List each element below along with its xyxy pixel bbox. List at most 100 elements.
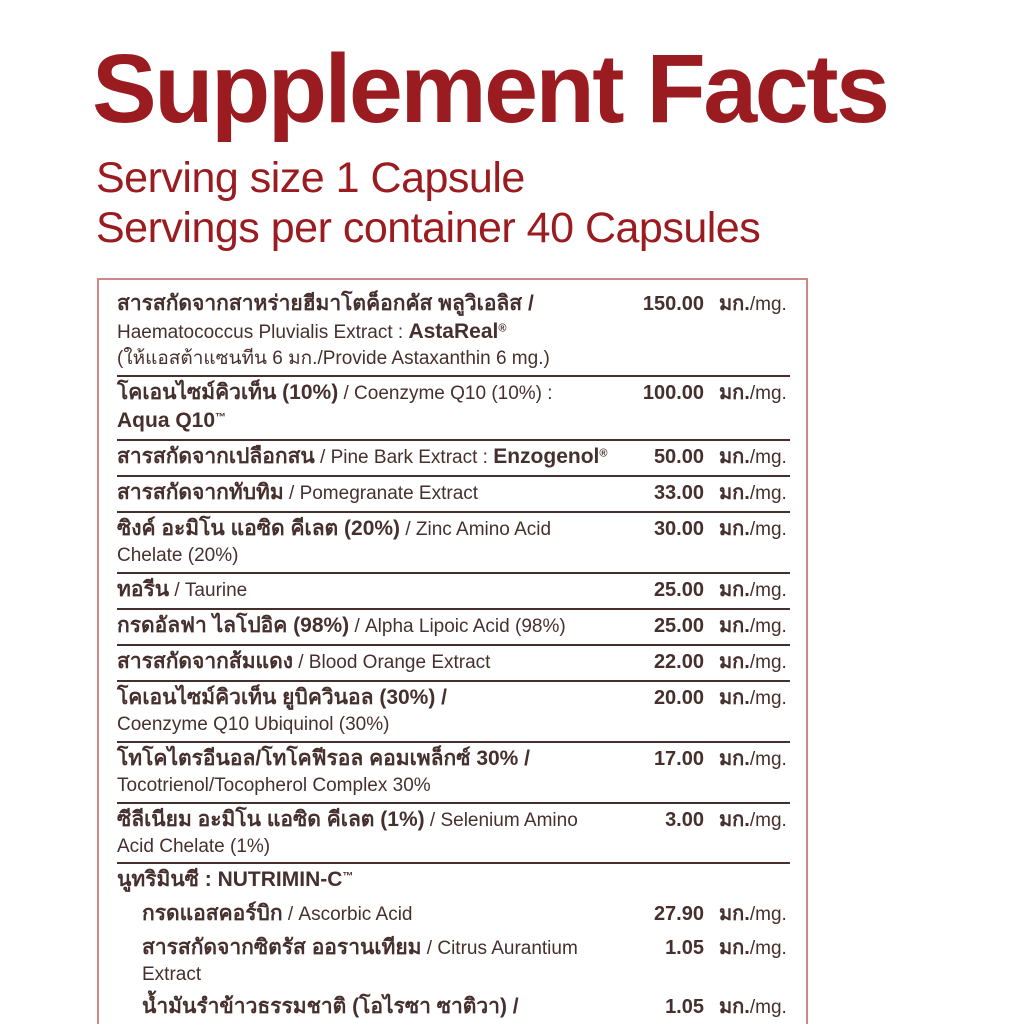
table-rows: สารสกัดจากสาหร่ายฮีมาโตค็อกคัส พลูวิเอลิ…: [117, 288, 790, 1024]
ingredient-amount: 50.00: [653, 445, 704, 468]
ingredient-name-line: ทอรีน / Taurine: [117, 576, 610, 604]
text-segment: / Taurine: [169, 579, 248, 601]
ingredient-name-line: โคเอนไซม์คิวเท็น ยูบิควินอล (30%) /: [117, 684, 610, 712]
unit-english: /mg.: [749, 996, 787, 1018]
text-segment: Tocotrienol/Tocopherol Complex 30%: [117, 774, 431, 796]
text-segment: สารสกัดจากทับทิม: [117, 480, 284, 504]
ingredient-amount: 17.00: [653, 747, 704, 770]
text-segment: สารสกัดจากเปลือกสน: [117, 444, 315, 468]
table-row: สารสกัดจากเปลือกสน / Pine Bark Extract :…: [117, 438, 790, 475]
ingredient-name: ซิงค์ อะมิโน แอซิด คีเลต (20%) / Zinc Am…: [117, 515, 616, 569]
unit-thai: มก.: [719, 445, 750, 468]
ingredient-name: โคเอนไซม์คิวเท็น (10%) / Coenzyme Q10 (1…: [117, 379, 616, 436]
ingredient-name: น้ำมันรำข้าวธรรมชาติ (โอไรซา ซาติวา) /Na…: [117, 993, 616, 1024]
ingredient-name: กรดอัลฟา ไลโปอิค (98%) / Alpha Lipoic Ac…: [117, 612, 616, 640]
text-segment: Aqua Q10: [117, 409, 216, 433]
table-row: ทอรีน / Taurine 25.00 มก./mg.: [117, 571, 790, 608]
text-segment: ซิงค์ อะมิโน แอซิด คีเลต (20%): [117, 516, 401, 540]
text-segment: Enzogenol: [493, 444, 600, 468]
text-segment: โคเอนไซม์คิวเท็น (10%): [117, 380, 339, 404]
unit-thai: มก.: [719, 902, 750, 925]
ingredient-amount: 25.00: [653, 614, 704, 637]
ingredient-unit: มก./mg.: [704, 900, 790, 929]
ingredient-amount: 1.05: [665, 936, 704, 959]
unit-english: /mg.: [749, 293, 787, 315]
text-segment: / Alpha Lipoic Acid (98%): [349, 615, 566, 637]
ingredient-unit: มก./mg.: [704, 745, 790, 774]
unit-thai: มก.: [719, 650, 750, 673]
unit-thai: มก.: [719, 936, 750, 959]
table-row: สารสกัดจากทับทิม / Pomegranate Extract 33…: [117, 474, 790, 511]
unit-english: /mg.: [749, 446, 787, 468]
ingredient-name: สารสกัดจากเปลือกสน / Pine Bark Extract :…: [117, 443, 616, 471]
ingredient-name: สารสกัดจากซิตรัส ออรานเทียม / Citrus Aur…: [117, 934, 616, 988]
unit-thai: มก.: [719, 381, 750, 404]
text-segment: / Coenzyme Q10 (10%) :: [338, 382, 553, 404]
ingredient-unit: มก./mg.: [704, 806, 790, 835]
unit-thai: มก.: [719, 614, 750, 637]
ingredient-name: นูทริมินซี : NUTRIMIN-C™: [117, 866, 790, 894]
ingredient-amount: 27.90: [653, 902, 704, 925]
unit-english: /mg.: [749, 482, 787, 504]
unit-english: /mg.: [749, 748, 787, 770]
text-segment: ™: [215, 411, 227, 424]
text-segment: โทโคไตรอีนอล/โทโคฟีรอล คอมเพล็กซ์ 30% /: [117, 746, 531, 770]
table-row: กรดแอสคอร์บิก / Ascorbic Acid 27.90 มก./mg…: [117, 898, 790, 932]
table-row: โทโคไตรอีนอล/โทโคฟีรอล คอมเพล็กซ์ 30% / T…: [117, 740, 790, 802]
text-segment: / Selenium Amino Acid Chelate (1%): [117, 809, 578, 857]
ingredient-unit: มก./mg.: [704, 934, 790, 963]
ingredient-name: ซีลีเนียม อะมิโน แอซิด คีเลต (1%) / Sele…: [117, 806, 616, 860]
text-segment: / Blood Orange Extract: [292, 651, 491, 673]
ingredient-name-line: สารสกัดจากซิตรัส ออรานเทียม / Citrus Aur…: [142, 934, 610, 988]
ingredient-name-line: นูทริมินซี : NUTRIMIN-C™: [117, 866, 784, 894]
ingredient-unit: มก./mg.: [704, 684, 790, 713]
unit-thai: มก.: [719, 517, 750, 540]
ingredient-name-line: กรดแอสคอร์บิก / Ascorbic Acid: [142, 900, 610, 928]
ingredient-name-line: สารสกัดจากเปลือกสน / Pine Bark Extract :…: [117, 443, 610, 471]
supplement-facts-table: สารสกัดจากสาหร่ายฮีมาโตค็อกคัส พลูวิเอลิ…: [97, 277, 808, 1024]
ingredient-unit: มก./mg.: [704, 379, 790, 408]
ingredient-amount: 100.00: [642, 381, 704, 404]
text-segment: / Pine Bark Extract :: [314, 446, 494, 468]
ingredient-name-line: ซีลีเนียม อะมิโน แอซิด คีเลต (1%) / Sele…: [117, 806, 610, 860]
ingredient-name-line: Tocotrienol/Tocopherol Complex 30%: [117, 773, 610, 799]
text-segment: โคเอนไซม์คิวเท็น ยูบิควินอล (30%) /: [117, 685, 448, 709]
ingredient-amount: 20.00: [653, 686, 704, 709]
table-row: น้ำมันรำข้าวธรรมชาติ (โอไรซา ซาติวา) /Na…: [117, 991, 790, 1024]
ingredient-name-line: (ให้แอสต้าแซนทีน 6 มก./Provide Astaxanth…: [117, 346, 610, 372]
unit-english: /mg.: [749, 651, 787, 673]
ingredient-amount: 25.00: [653, 578, 704, 601]
unit-english: /mg.: [749, 687, 787, 709]
text-segment: / Pomegranate Extract: [283, 482, 479, 504]
table-row: สารสกัดจากซิตรัส ออรานเทียม / Citrus Aur…: [117, 932, 790, 991]
table-row: นูทริมินซี : NUTRIMIN-C™: [117, 862, 790, 897]
table-row: สารสกัดจากสาหร่ายฮีมาโตค็อกคัส พลูวิเอลิ…: [117, 288, 790, 375]
ingredient-name-line: สารสกัดจากสาหร่ายฮีมาโตค็อกคัส พลูวิเอลิ…: [117, 290, 610, 318]
unit-thai: มก.: [719, 292, 750, 315]
ingredient-name: โคเอนไซม์คิวเท็น ยูบิควินอล (30%) / Coenz…: [117, 684, 616, 738]
unit-thai: มก.: [719, 578, 750, 601]
ingredient-name: สารสกัดจากทับทิม / Pomegranate Extract: [117, 479, 616, 507]
servings-per-container-line: Servings per container 40 Capsules: [96, 204, 761, 253]
text-segment: / Zinc Amino Acid Chelate (20%): [117, 518, 552, 566]
ingredient-name: โทโคไตรอีนอล/โทโคฟีรอล คอมเพล็กซ์ 30% / T…: [117, 745, 616, 799]
table-row: ซิงค์ อะมิโน แอซิด คีเลต (20%) / Zinc Am…: [117, 510, 790, 572]
text-segment: / Citrus Aurantium Extract: [142, 937, 578, 986]
text-segment: ทอรีน: [117, 577, 170, 601]
unit-thai: มก.: [719, 686, 750, 709]
text-segment: ™: [342, 871, 354, 884]
ingredient-amount: 150.00: [642, 292, 704, 315]
table-row: โคเอนไซม์คิวเท็น (10%) / Coenzyme Q10 (1…: [117, 374, 790, 439]
unit-thai: มก.: [719, 808, 750, 831]
ingredient-name-line: Haematococcus Pluvialis Extract : AstaRe…: [117, 318, 610, 346]
ingredient-name-line: ซิงค์ อะมิโน แอซิด คีเลต (20%) / Zinc Am…: [117, 515, 610, 569]
table-row: สารสกัดจากส้มแดง / Blood Orange Extract 2…: [117, 643, 790, 680]
unit-thai: มก.: [719, 995, 750, 1018]
text-segment: สารสกัดจากสาหร่ายฮีมาโตค็อกคัส พลูวิเอลิ…: [117, 291, 534, 315]
ingredient-name: กรดแอสคอร์บิก / Ascorbic Acid: [117, 900, 616, 928]
unit-english: /mg.: [749, 579, 787, 601]
unit-english: /mg.: [749, 903, 787, 925]
unit-thai: มก.: [719, 747, 750, 770]
text-segment: ซีลีเนียม อะมิโน แอซิด คีเลต (1%): [117, 807, 425, 831]
